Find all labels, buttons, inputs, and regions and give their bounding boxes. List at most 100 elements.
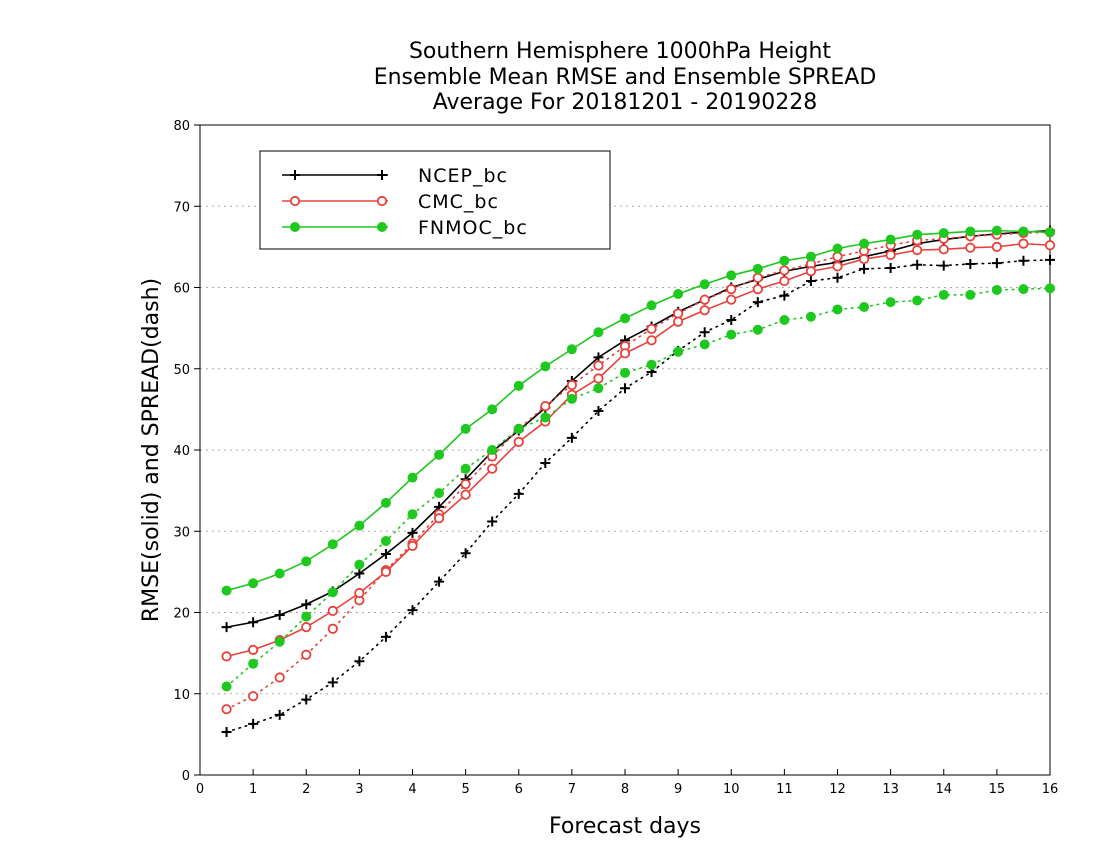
x-tick-label: 0 xyxy=(196,782,204,797)
fnmoc-bc-rmse-point xyxy=(354,520,365,531)
fnmoc-bc-spread-point xyxy=(487,445,498,455)
fnmoc-bc-spread-point xyxy=(620,367,630,378)
y-tick-label: 30 xyxy=(173,525,190,540)
fnmoc-bc-spread-point xyxy=(221,681,232,692)
fnmoc-bc-spread-point xyxy=(593,383,604,394)
x-tick-label: 7 xyxy=(568,782,576,797)
ncep-bc-spread-point xyxy=(620,383,630,394)
ncep-bc-spread-point xyxy=(726,315,737,325)
ncep-bc-spread-point xyxy=(752,297,763,308)
ncep-bc-spread-point xyxy=(407,605,418,616)
cmc-bc-rmse-point xyxy=(832,261,843,272)
legend-label-cmc-bc: CMC_bc xyxy=(418,191,499,213)
fnmoc-bc-spread-point xyxy=(912,295,923,306)
fnmoc-bc-rmse-point xyxy=(752,263,763,274)
fnmoc-bc-rmse-point xyxy=(646,300,657,311)
fnmoc-bc-rmse-point xyxy=(513,380,524,391)
series-group xyxy=(221,225,1056,737)
fnmoc-bc-spread-point xyxy=(832,304,843,315)
cmc-bc-rmse-point xyxy=(858,253,870,265)
fnmoc-bc-spread-point xyxy=(540,412,551,423)
fnmoc-bc-rmse-point xyxy=(991,225,1002,236)
y-axis-title: RMSE(solid) and SPREAD(dash) xyxy=(139,278,164,622)
fnmoc-bc-spread-point xyxy=(566,393,577,404)
cmc-bc-spread-point xyxy=(646,323,657,335)
cmc-bc-spread-point xyxy=(779,265,790,276)
ncep-bc-rmse-point xyxy=(221,622,232,633)
fnmoc-bc-rmse-point xyxy=(726,270,737,281)
legend-marker-ncep-bc xyxy=(377,170,387,180)
cmc-bc-rmse-point xyxy=(380,566,392,577)
cmc-bc-rmse-point xyxy=(619,348,631,359)
ncep-bc-spread-point xyxy=(832,272,843,283)
ncep-bc-rmse-point xyxy=(274,609,285,620)
x-tick-label: 15 xyxy=(989,782,1006,797)
ncep-bc-spread-line xyxy=(225,259,1051,733)
ncep-bc-spread-point xyxy=(248,718,259,729)
cmc-bc-rmse-point xyxy=(699,305,710,316)
cmc-bc-rmse-point xyxy=(221,651,232,662)
y-tick-label: 10 xyxy=(173,688,190,703)
ncep-bc-spread-point xyxy=(221,726,232,737)
x-tick-label: 6 xyxy=(515,782,523,797)
x-tick-label: 3 xyxy=(355,782,363,797)
cmc-bc-rmse-point xyxy=(301,622,312,633)
ncep-bc-spread-point xyxy=(434,576,445,587)
x-tick-label: 2 xyxy=(302,782,310,797)
fnmoc-bc-rmse-line xyxy=(226,229,1051,592)
y-tick-label: 20 xyxy=(173,607,190,622)
y-tick-label: 50 xyxy=(173,363,190,378)
ncep-bc-spread-point xyxy=(859,263,870,274)
fnmoc-bc-spread-point xyxy=(1018,284,1029,295)
fnmoc-bc-spread-point xyxy=(646,359,657,370)
fnmoc-bc-rmse-point xyxy=(965,226,976,237)
ncep-bc-spread-point xyxy=(912,259,923,270)
cmc-bc-spread-point xyxy=(566,379,577,391)
cmc-bc-spread-point xyxy=(593,360,604,371)
chart-title-line-3: Average For 20181201 - 20190228 xyxy=(433,90,818,115)
fnmoc-bc-rmse-point xyxy=(938,228,949,239)
fnmoc-bc-spread-point xyxy=(434,488,445,499)
x-tick-label: 14 xyxy=(935,782,952,797)
legend-marker-cmc-bc xyxy=(289,195,301,207)
legend-box xyxy=(259,150,611,250)
legend-label-ncep-bc: NCEP_bc xyxy=(418,165,508,187)
cmc-bc-rmse-point xyxy=(779,275,790,287)
ncep-bc-rmse-point xyxy=(380,549,391,559)
fnmoc-bc-spread-point xyxy=(380,536,391,546)
fnmoc-bc-spread-point xyxy=(779,315,790,325)
x-tick-label: 11 xyxy=(776,782,793,797)
ncep-bc-spread-point xyxy=(301,694,312,705)
ncep-bc-spread-point xyxy=(566,432,577,443)
x-tick-label: 1 xyxy=(249,782,257,797)
ncep-bc-spread-point xyxy=(487,516,498,527)
fnmoc-bc-spread-point xyxy=(1045,283,1055,294)
fnmoc-bc-spread-point xyxy=(513,423,524,434)
x-tick-label: 13 xyxy=(882,782,899,797)
ncep-bc-spread-point xyxy=(1018,255,1029,266)
x-tick-label: 8 xyxy=(621,782,629,797)
cmc-bc-rmse-point xyxy=(938,244,949,255)
cmc-bc-spread-point xyxy=(460,479,471,490)
ncep-bc-spread-point xyxy=(991,258,1002,269)
fnmoc-bc-rmse-point xyxy=(301,556,312,567)
cmc-bc-rmse-point xyxy=(673,316,684,327)
cmc-bc-rmse-point xyxy=(593,373,604,384)
series-FNMOC_bc xyxy=(221,225,1055,692)
fnmoc-bc-rmse-point xyxy=(487,404,498,415)
legend-marker-fnmoc-bc xyxy=(290,222,300,232)
legend-marker-cmc-bc xyxy=(376,195,388,207)
fnmoc-bc-rmse-point xyxy=(832,243,843,254)
ncep-bc-rmse-point xyxy=(248,617,259,628)
x-tick-label: 4 xyxy=(408,782,416,797)
cmc-bc-rmse-point xyxy=(965,242,976,253)
axis-ticks: 0 1 2 3 4 5 6 7 8 9 10 11 12 13 14 15 160102030405060708… xyxy=(173,119,1058,797)
cmc-bc-spread-point xyxy=(274,672,285,683)
ncep-bc-spread-point xyxy=(354,656,365,667)
y-tick-label: 0 xyxy=(182,769,190,784)
chart-title-line-1: Southern Hemisphere 1000hPa Height xyxy=(409,39,831,64)
ncep-bc-spread-point xyxy=(327,677,338,688)
ncep-bc-spread-point xyxy=(380,631,391,642)
fnmoc-bc-spread-point xyxy=(407,509,418,520)
